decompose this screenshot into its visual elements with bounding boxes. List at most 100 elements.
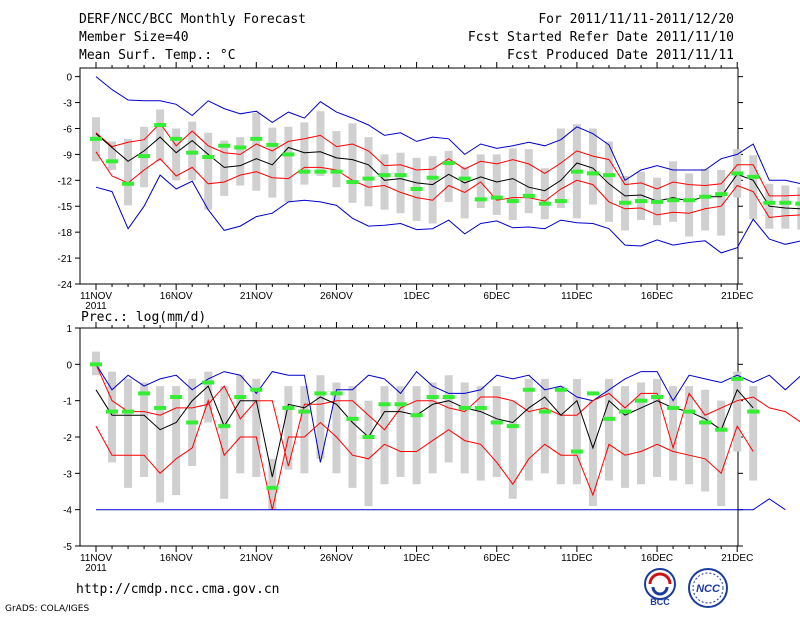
spread-box [588,128,597,205]
spread-box [572,378,581,485]
spread-box [701,389,710,492]
observed-marker [298,409,311,414]
x-tick-label: 26NOV [320,291,353,302]
spread-box [524,149,533,214]
observed-marker [426,175,439,180]
grads-credit: GrADS: COLA/IGES [5,604,90,614]
spread-box [412,386,421,485]
observed-marker [218,143,231,148]
spread-box [156,109,165,162]
y-tick-label: 0 [66,360,72,371]
observed-marker [346,180,359,185]
series-line-median [95,133,800,210]
observed-marker [266,142,279,147]
observed-marker [442,161,455,166]
observed-marker [683,409,696,414]
spread-box [540,168,549,220]
spread-box [637,382,646,485]
spread-box [332,131,341,188]
observed-marker [234,145,247,150]
spread-box [284,386,293,470]
spread-box [604,141,613,222]
observed-marker [426,395,439,400]
spread-box [637,171,646,221]
spread-box [124,138,133,206]
spread-box [428,156,437,224]
y-tick-label: 1 [66,324,72,335]
spread-box [252,112,261,191]
spread-box [444,375,453,463]
spread-box [364,400,373,507]
y-tick-label: -6 [63,124,72,135]
x-tick-label: 11DEC [561,553,593,564]
observed-marker [699,194,712,199]
observed-marker [362,176,375,181]
spread-box [669,386,678,481]
x-tick-label: 21DEC [721,553,753,564]
spread-box [300,386,309,474]
y-tick-label: -21 [58,254,73,265]
observed-marker [586,171,599,176]
observed-marker [554,199,567,204]
refer-date-label: Fcst Started Refer Date 2011/11/10 [467,30,734,45]
spread-box [300,122,309,185]
chart-title: DERF/NCC/BCC Monthly Forecast [79,12,306,27]
variable-label: Mean Surf. Temp.: °C [79,48,236,63]
observed-marker [330,391,343,396]
spread-box [460,382,469,474]
spread-box [348,123,357,203]
observed-marker [138,391,151,396]
y-tick-label: -12 [58,176,73,187]
observed-marker [554,387,567,392]
observed-marker [651,199,664,204]
spread-box [524,378,533,481]
spread-box [140,382,149,477]
spread-box [781,185,790,229]
series-line-median [95,385,754,478]
ncc-logo: NCC [688,568,728,608]
observed-marker [202,154,215,159]
spread-box [348,386,357,488]
x-tick-label: 26NOV [320,553,353,564]
x-tick-label: 16NOV [160,291,193,302]
spread-box [476,386,485,481]
series-line-min [95,174,800,254]
spread-box [108,141,117,170]
observed-marker [218,424,231,429]
observed-marker [763,200,776,205]
series-line-q1 [95,399,754,510]
observed-marker [602,173,615,178]
y-tick-label: -3 [63,99,72,110]
series-line-q3 [95,122,800,197]
precipitation-panel: 1 0 -1 -2 -3 -4 -5 11NOV 16NOV 21NOV 26NOV 1DEC 6DEC… [63,310,800,574]
series-line-q1 [95,151,800,219]
observed-marker [715,192,728,197]
spread-box [508,148,517,221]
spread-box [669,161,678,222]
spread-box [749,386,758,481]
spread-box [396,386,405,477]
observed-marker [586,391,599,396]
source-url[interactable]: http://cmdp.ncc.cma.gov.cn [76,582,280,597]
spread-box [268,127,277,198]
y-tick-label: -3 [63,469,72,480]
spread-box [685,173,694,237]
observed-marker [410,186,423,191]
spread-box [685,386,694,485]
series-line-min [96,498,786,511]
observed-marker [522,193,535,198]
observed-marker [635,199,648,204]
bcc-logo: BCC [644,568,676,607]
observed-marker [250,136,263,141]
x-tick-label: 16DEC [641,553,673,564]
observed-marker [779,200,792,205]
observed-marker [699,420,712,425]
x-tick-label: 11NOV [80,291,112,302]
observed-marker [538,409,551,414]
y-tick-label: -4 [63,506,72,517]
temperature-panel: 0 -3 -6 -9 -12 -15 -18 -21 -24 11NOV 16NOV 21NOV 26N… [58,62,800,312]
spread-box [492,154,501,215]
observed-marker [90,362,102,367]
x-tick-label: 6DEC [483,553,510,564]
